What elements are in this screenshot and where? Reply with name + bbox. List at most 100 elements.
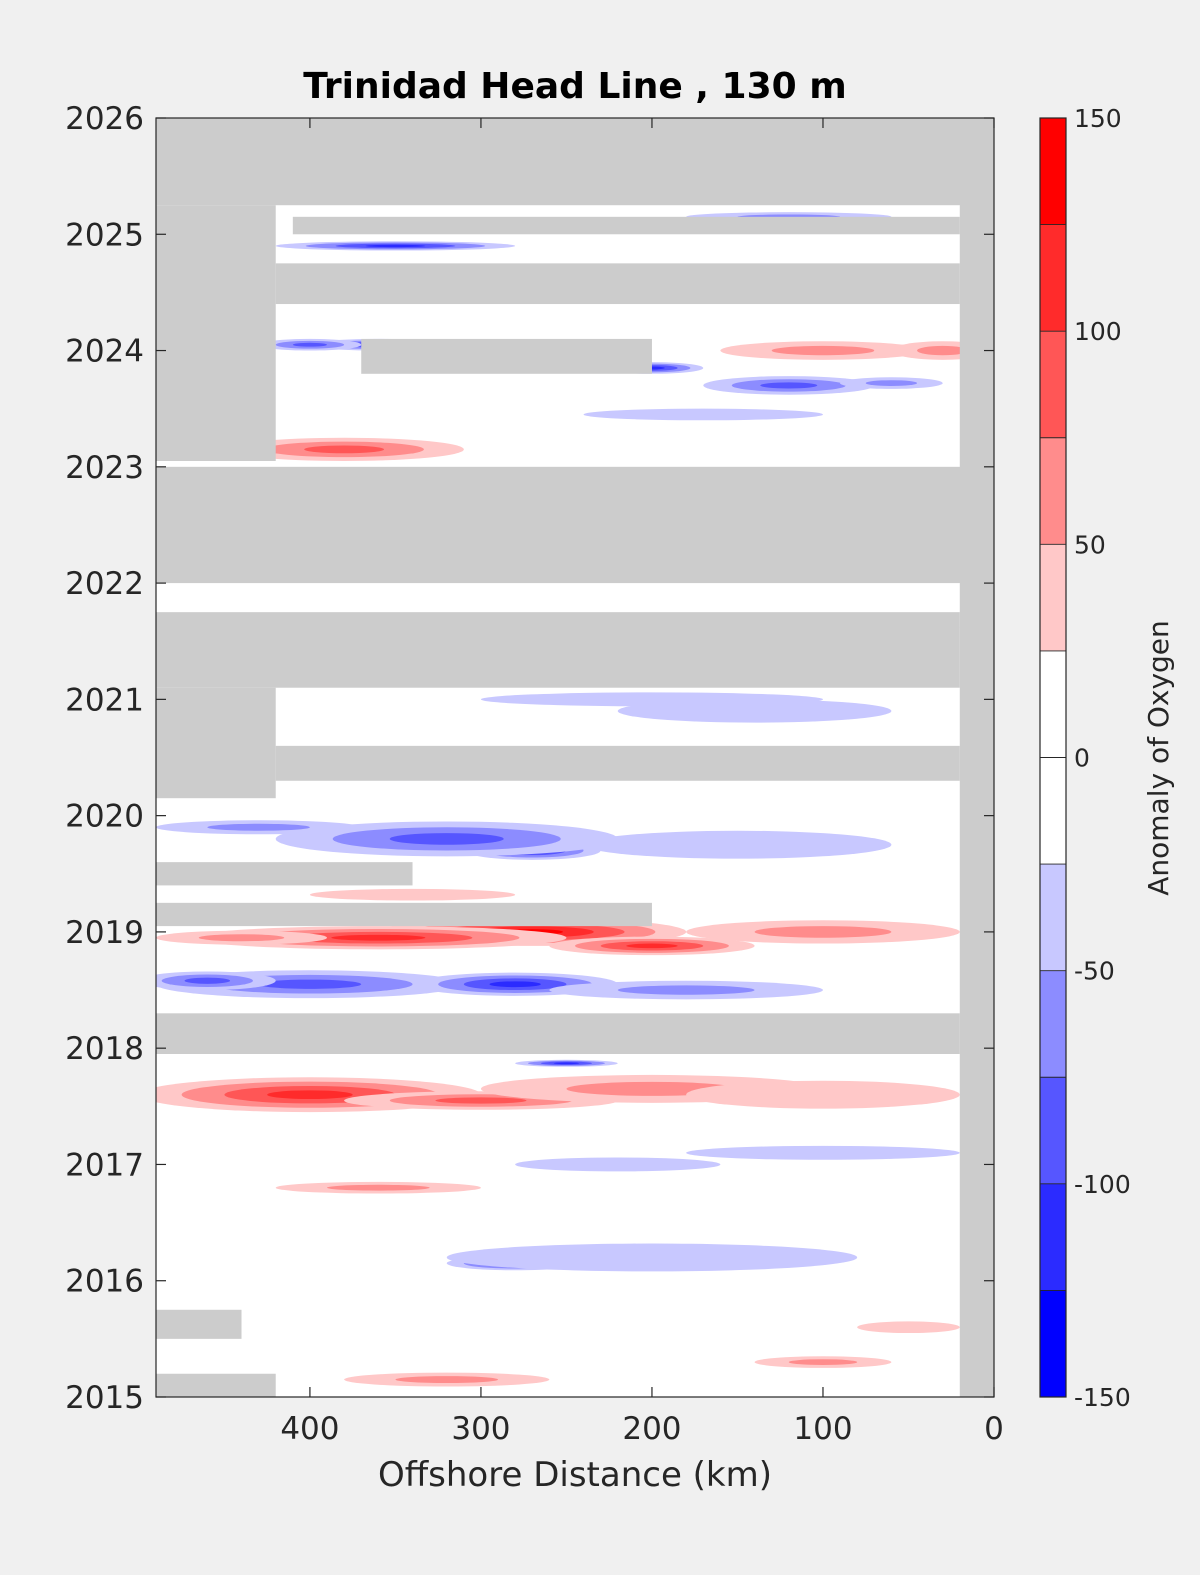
- anomaly-blob-22: [840, 377, 943, 389]
- anomaly-contour-level: [267, 1090, 353, 1100]
- colorbar-tick-label: 50: [1074, 530, 1106, 559]
- anomaly-contour-level: [917, 345, 969, 356]
- missing-data-band-10: [156, 862, 413, 886]
- colorbar-segment: [1040, 1077, 1066, 1184]
- plot-area: [155, 117, 995, 1398]
- anomaly-blob-34: [446, 1243, 858, 1272]
- anomaly-contour-level: [583, 408, 823, 421]
- anomaly-contour-level: [865, 380, 918, 387]
- anomaly-contour-level: [553, 1062, 580, 1065]
- missing-data-band-2: [156, 205, 276, 462]
- anomaly-blob-15: [275, 821, 618, 857]
- y-tick-label: 2026: [65, 101, 144, 137]
- anomaly-blob-7: [156, 971, 276, 991]
- anomaly-blob-36: [344, 1372, 550, 1387]
- anomaly-blob-12: [686, 1080, 960, 1109]
- y-tick-label: 2021: [65, 682, 144, 718]
- anomaly-contour-level: [617, 985, 755, 995]
- colorbar-segment: [1040, 544, 1066, 651]
- missing-data-band-8: [156, 687, 276, 799]
- missing-data-band-3: [275, 263, 960, 305]
- colorbar-tick-label: 100: [1074, 317, 1122, 346]
- anomaly-contour-level: [771, 345, 875, 356]
- anomaly-contour-level: [788, 1359, 858, 1366]
- colorbar-segment: [1040, 757, 1066, 865]
- y-tick-label: 2017: [65, 1147, 144, 1183]
- anomaly-blob-27: [583, 408, 823, 421]
- y-tick-label: 2023: [65, 450, 144, 486]
- anomaly-contour-level: [489, 981, 541, 988]
- anomaly-contour-level: [446, 1243, 858, 1272]
- anomaly-contour-level: [857, 1321, 960, 1334]
- colorbar-segment: [1040, 331, 1066, 438]
- colorbar-title: Anomaly of Oxygen: [1142, 620, 1175, 896]
- anomaly-blob-37: [754, 1356, 892, 1368]
- anomaly-blob-38: [686, 1145, 960, 1160]
- anomaly-blob-18: [309, 888, 516, 901]
- anomaly-blob-17: [583, 830, 892, 859]
- missing-data-band-0: [156, 118, 994, 206]
- missing-data-band-11: [156, 902, 652, 927]
- y-tick-label: 2022: [65, 566, 144, 602]
- anomaly-blob-16: [156, 820, 362, 835]
- anomaly-contour-level: [292, 342, 328, 347]
- missing-data-band-9: [275, 745, 960, 781]
- x-tick-label: 300: [451, 1411, 510, 1447]
- colorbar-tick-label: -150: [1074, 1383, 1131, 1412]
- anomaly-contour-level: [583, 830, 892, 859]
- anomaly-blob-20: [258, 338, 362, 351]
- anomaly-contour-level: [760, 382, 818, 389]
- colorbar-segment: [1040, 224, 1066, 332]
- x-tick-label: 100: [793, 1411, 852, 1447]
- y-axis: 2015 2016 2017 2018 2019 2020 2021 2022 2023 2024…: [65, 101, 994, 1416]
- x-axis: 400 300 200 100 0: [280, 118, 1004, 1447]
- missing-data-band-7: [156, 612, 960, 688]
- anomaly-contour-level: [198, 934, 285, 942]
- colorbar-segment: [1040, 864, 1066, 971]
- anomaly-contour-level: [617, 699, 892, 723]
- missing-data-band-5: [361, 338, 652, 374]
- colorbar-segment: [1040, 1183, 1066, 1291]
- anomaly-contour-level: [754, 926, 892, 938]
- anomaly-contour-level: [331, 934, 426, 941]
- y-tick-label: 2019: [65, 915, 144, 951]
- anomaly-blob-13: [515, 1059, 618, 1067]
- x-tick-label: 0: [984, 1411, 1004, 1447]
- anomaly-contour-level: [515, 1157, 721, 1172]
- anomaly-blob-21: [703, 376, 875, 395]
- anomaly-blob-8: [549, 980, 823, 1000]
- anomaly-contour-level: [626, 943, 678, 949]
- anomaly-contour-level: [304, 445, 385, 454]
- anomaly-contour-level: [184, 977, 231, 984]
- anomaly-blob-40: [857, 1321, 960, 1334]
- anomaly-blob-35: [275, 1181, 481, 1194]
- anomaly-contour-level: [365, 244, 426, 248]
- colorbar-segment: [1040, 118, 1066, 225]
- missing-data-band-14: [156, 1373, 276, 1397]
- missing-data-band-6: [156, 466, 994, 584]
- colorbar-frame: [1039, 117, 1067, 1398]
- y-tick-label: 2020: [65, 799, 144, 835]
- anomaly-contour-level: [327, 1184, 430, 1191]
- plot-frame: [155, 117, 995, 1398]
- missing-data-band-13: [156, 1309, 242, 1339]
- anomaly-blob-39: [515, 1157, 721, 1172]
- chart-title: Trinidad Head Line , 130 m: [303, 66, 846, 107]
- anomaly-blob-24: [720, 341, 926, 360]
- colorbar-segment: [1040, 437, 1066, 545]
- anomaly-blob-2: [549, 936, 755, 956]
- missing-data-band-12: [156, 1013, 960, 1054]
- anomaly-contour-level: [395, 1376, 499, 1384]
- colorbar-tick-label: -100: [1074, 1170, 1131, 1199]
- anomaly-contour-level: [686, 1145, 960, 1160]
- anomaly-blob-3: [686, 920, 960, 944]
- y-tick-label: 2024: [65, 334, 144, 370]
- y-tick-label: 2016: [65, 1264, 144, 1300]
- y-tick-label: 2018: [65, 1031, 144, 1067]
- anomaly-contour-level: [309, 888, 516, 901]
- colorbar-tick-label: 150: [1074, 104, 1122, 133]
- x-tick-label: 400: [280, 1411, 339, 1447]
- y-tick-label: 2015: [65, 1380, 144, 1416]
- x-tick-label: 200: [622, 1411, 681, 1447]
- anomaly-blob-28: [275, 241, 516, 251]
